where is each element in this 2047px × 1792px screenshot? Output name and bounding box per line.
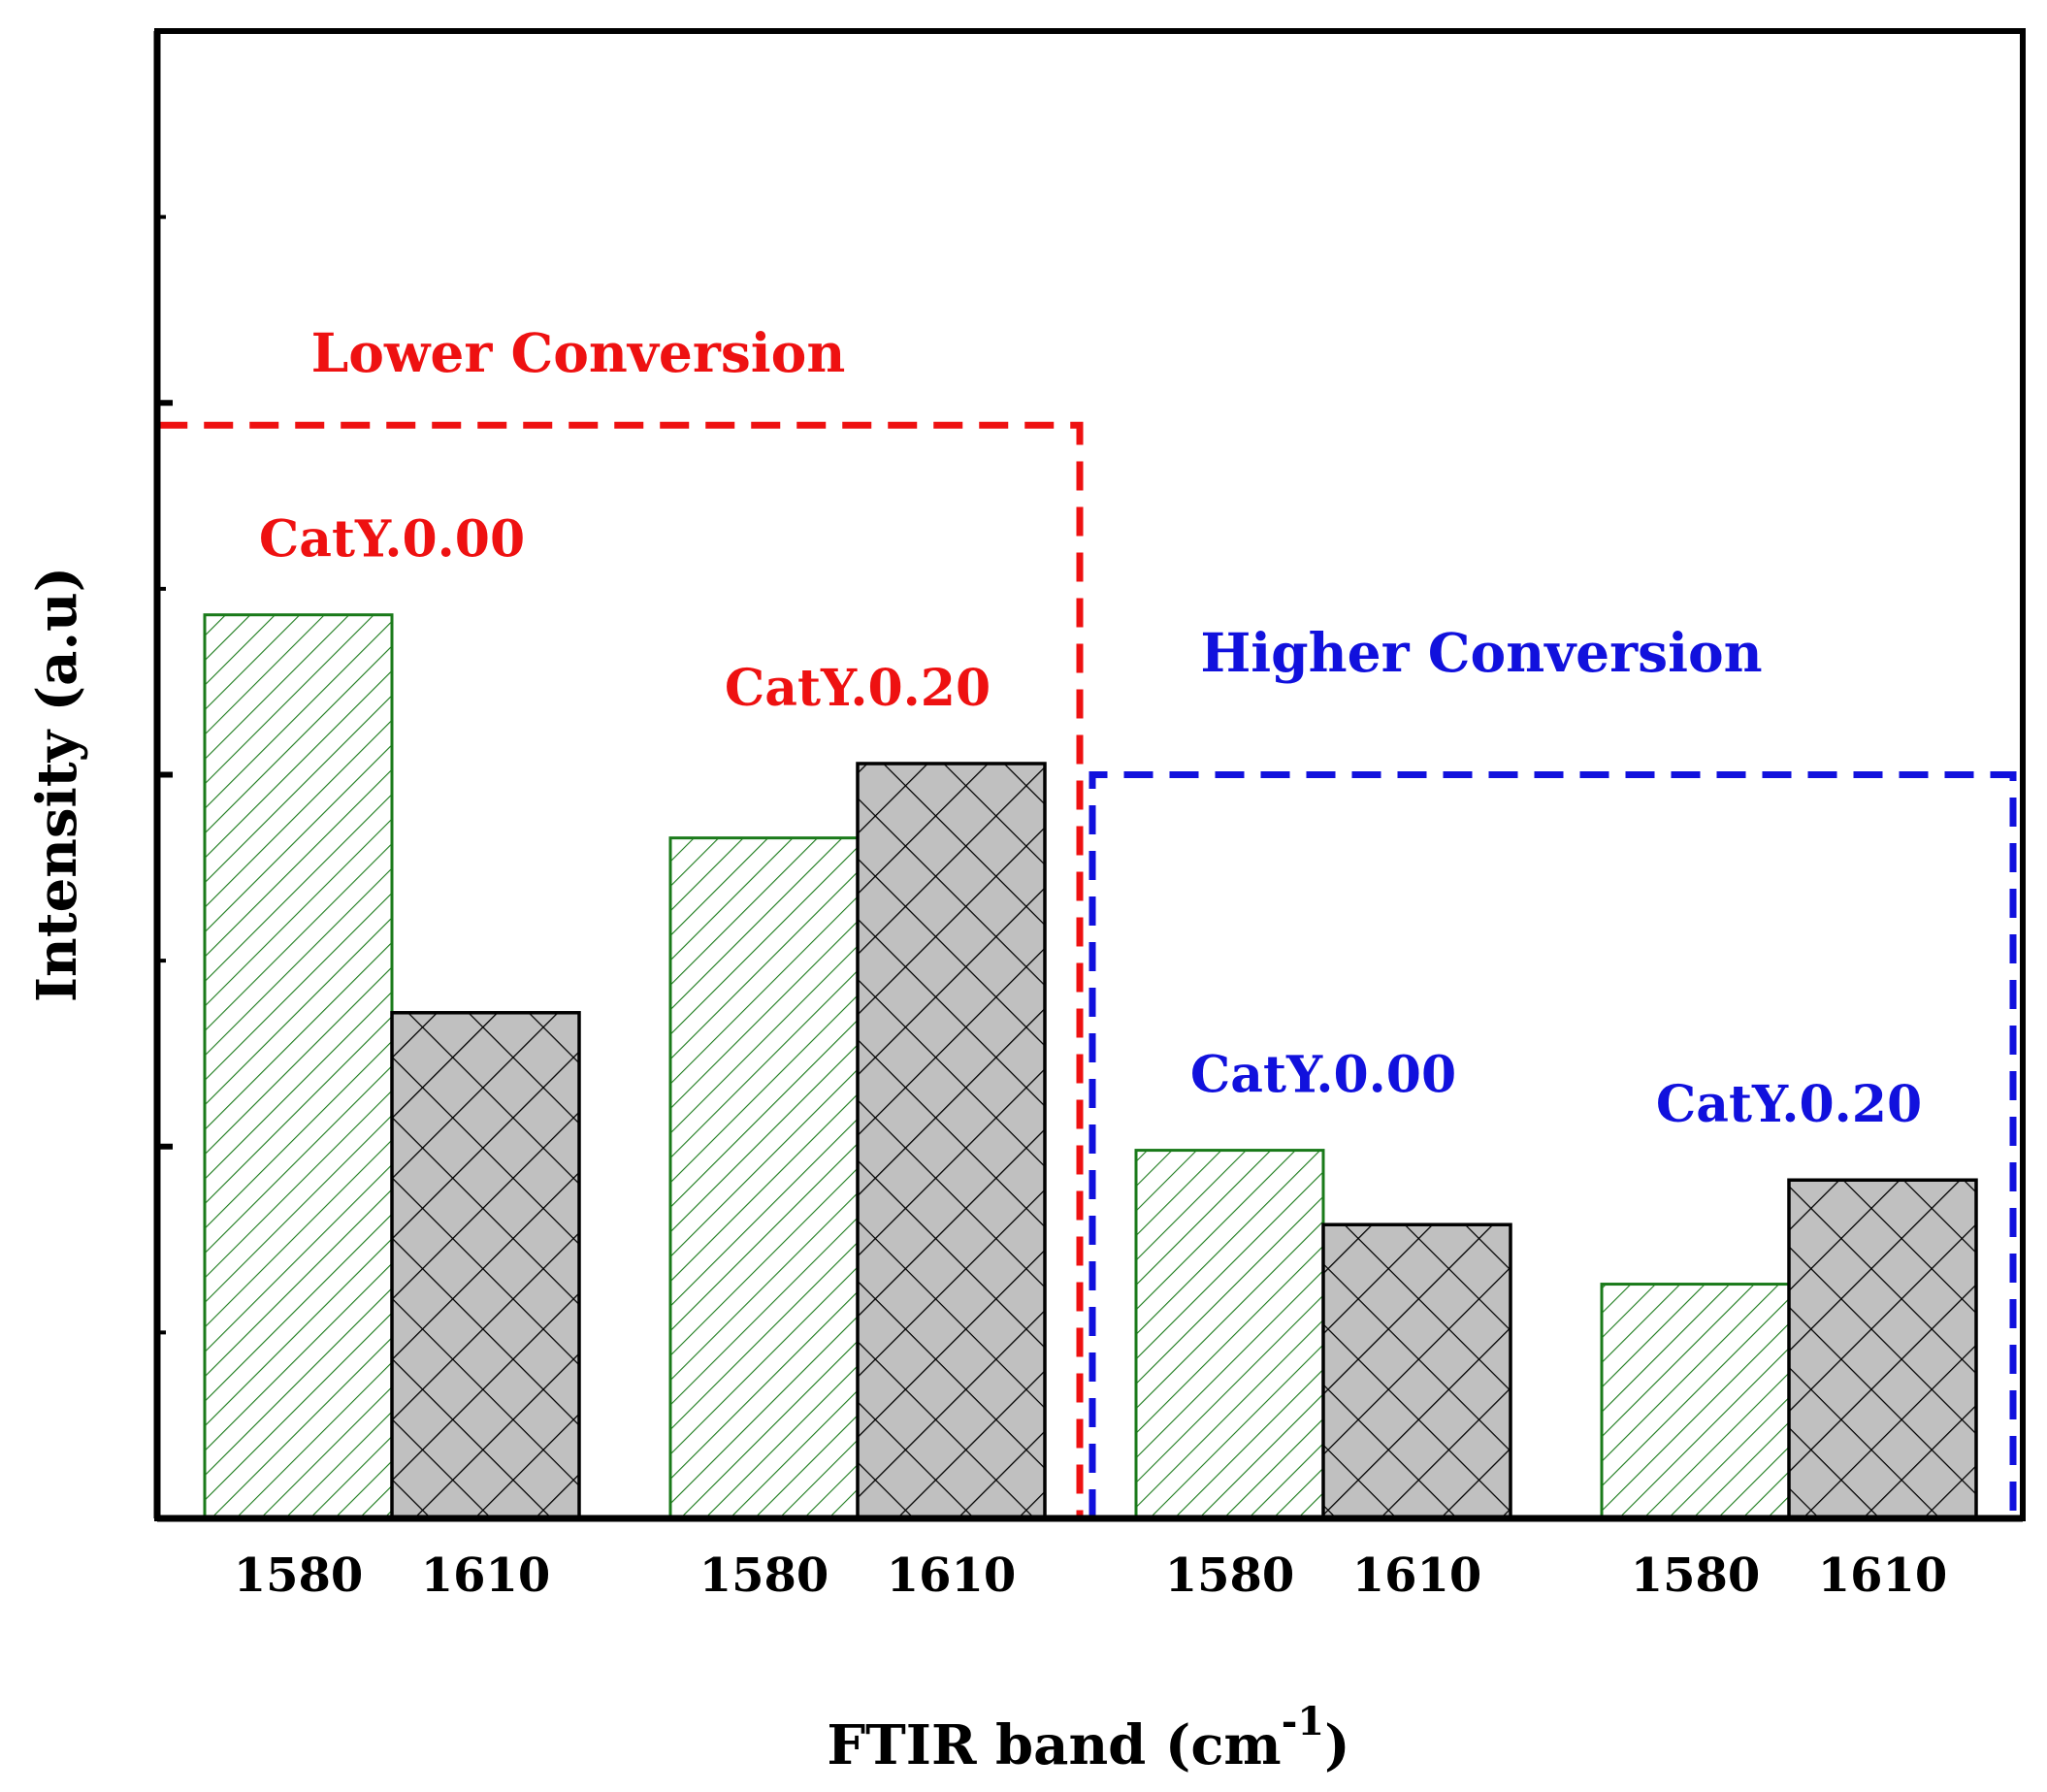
x-axis-label-superscript: -1 xyxy=(1282,1699,1324,1744)
bar-lower-1-1610 xyxy=(856,762,1047,1520)
group-label: CatY.0.00 xyxy=(259,510,525,570)
bar-lower-1-1580 xyxy=(668,836,860,1520)
x-tick-label: 1610 xyxy=(1818,1548,1948,1603)
x-axis-label-close: ) xyxy=(1324,1713,1350,1777)
lower-conversion-region xyxy=(153,421,1084,1522)
x-tick-label: 1580 xyxy=(1165,1548,1295,1603)
x-axis-label: FTIR band (cm-1) xyxy=(827,1699,1349,1777)
bar-lower-0-1610 xyxy=(390,1011,581,1520)
axes-layer xyxy=(153,28,2026,1522)
bars-layer xyxy=(203,613,1978,1520)
x-tick-label: 1580 xyxy=(234,1548,364,1603)
group-label: CatY.0.20 xyxy=(725,659,991,718)
group-label: CatY.0.00 xyxy=(1190,1046,1456,1105)
lower-conversion-label: Lower Conversion xyxy=(311,321,846,384)
x-tick-label: 1610 xyxy=(1352,1548,1482,1603)
y-axis-label: Intensity (a.u) xyxy=(25,567,89,1002)
x-tick-label: 1580 xyxy=(1631,1548,1761,1603)
x-tick-label: 1580 xyxy=(699,1548,829,1603)
bar-higher-2-1580 xyxy=(1134,1149,1325,1520)
x-tick-label: 1610 xyxy=(887,1548,1017,1603)
bar-higher-2-1610 xyxy=(1321,1222,1512,1520)
higher-conversion-label: Higher Conversion xyxy=(1200,621,1762,684)
x-axis-label-main: FTIR band (cm xyxy=(827,1713,1281,1777)
bar-higher-3-1610 xyxy=(1787,1178,1978,1520)
labels-layer: Lower Conversion Higher Conversion 1580 161… xyxy=(25,321,1947,1777)
group-label: CatY.0.20 xyxy=(1656,1075,1922,1134)
x-tick-label: 1610 xyxy=(421,1548,551,1603)
bar-lower-0-1580 xyxy=(203,613,394,1520)
bar-higher-3-1580 xyxy=(1600,1283,1791,1520)
